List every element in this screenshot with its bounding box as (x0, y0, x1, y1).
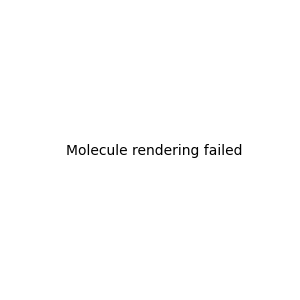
Text: Molecule rendering failed: Molecule rendering failed (65, 145, 242, 158)
